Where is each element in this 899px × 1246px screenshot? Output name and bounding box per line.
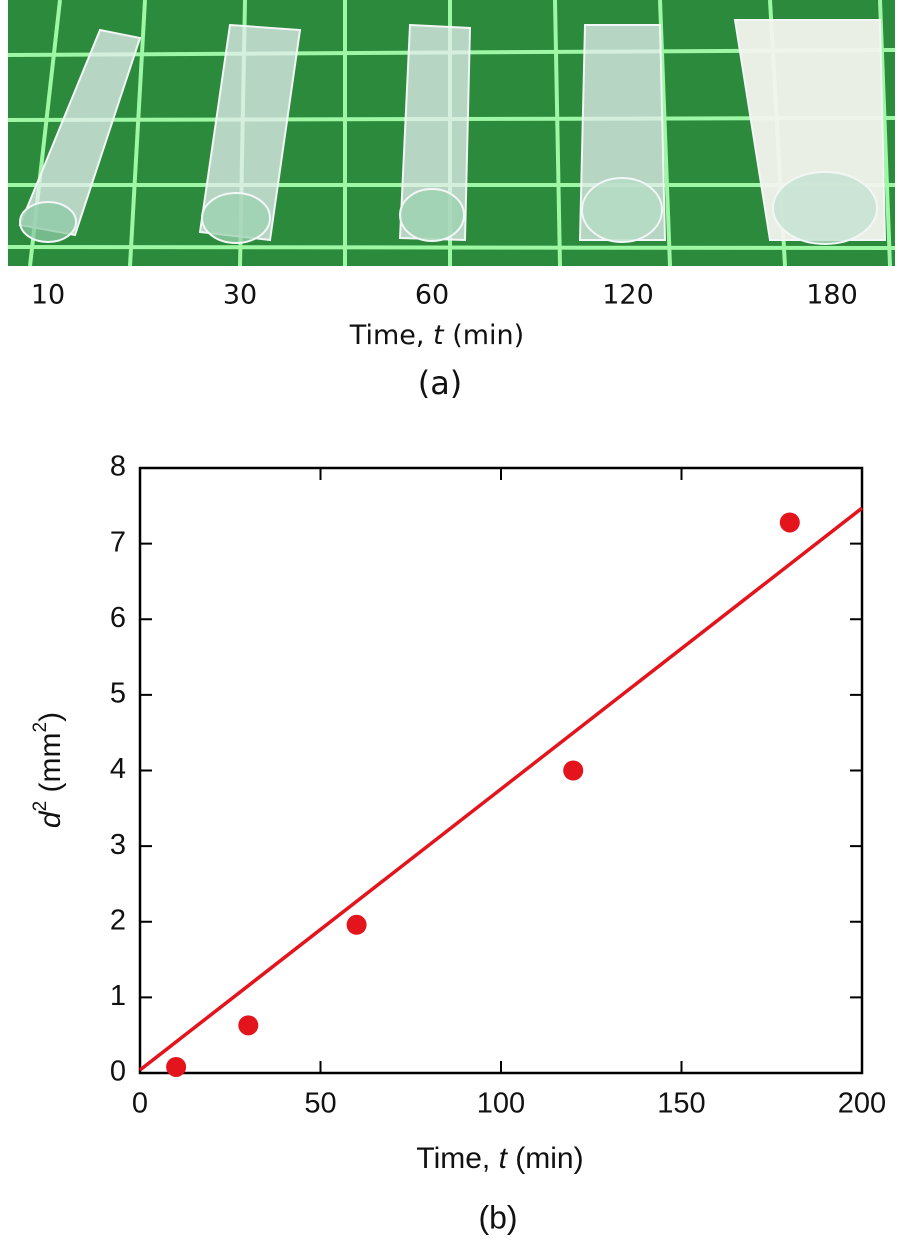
- y-tick-label: 3: [110, 829, 126, 861]
- y-axis-label: d2 (mm2): [30, 712, 67, 828]
- caption-a: (a): [418, 364, 463, 402]
- photo-time-label: 60: [415, 280, 449, 311]
- plot-frame: [138, 466, 864, 1075]
- photo-labels: 10 30 60 120 180: [31, 280, 858, 311]
- label-part: ): [34, 712, 67, 722]
- x-tick-label: 100: [477, 1088, 525, 1120]
- label-part: Time,: [349, 320, 433, 351]
- x-axis-label: Time, t (min): [416, 1142, 583, 1175]
- data-point: [779, 512, 800, 533]
- y-tick-label: 7: [110, 526, 126, 558]
- x-tick-label: 200: [838, 1088, 886, 1120]
- label-part: 2: [30, 722, 51, 733]
- fit-line: [138, 506, 864, 1072]
- data-point: [238, 1015, 259, 1036]
- y-tick-label: 8: [110, 451, 126, 483]
- label-part: Time,: [416, 1142, 498, 1175]
- label-part: (min): [444, 320, 525, 351]
- x-tick-label: 150: [657, 1088, 705, 1120]
- data-point: [346, 914, 367, 935]
- x-tick-label: 0: [132, 1088, 148, 1120]
- label-part: (min): [507, 1142, 584, 1175]
- photo-x-label: Time, t (min): [349, 320, 524, 351]
- y-tick-label: 1: [110, 980, 126, 1012]
- label-part: 2: [30, 801, 51, 812]
- label-part: d: [34, 810, 67, 828]
- label-part: t: [499, 1142, 509, 1175]
- y-tick-label: 2: [110, 904, 126, 936]
- photo-time-label: 30: [223, 280, 257, 311]
- label-part: (mm: [34, 733, 67, 801]
- photo: [7, 0, 896, 267]
- y-tick-label: 6: [110, 602, 126, 634]
- data-point: [563, 760, 584, 781]
- label-part: t: [433, 320, 445, 351]
- data-point: [166, 1056, 187, 1077]
- photo-time-label: 10: [31, 280, 65, 311]
- caption-b: (b): [478, 1199, 517, 1235]
- chart: 0 50 100 150 200 0 1 2 3 4 5 6 7 8: [110, 451, 886, 1120]
- y-tick-label: 4: [110, 753, 126, 785]
- photo-time-label: 120: [602, 280, 654, 311]
- photo-time-label: 180: [806, 280, 858, 311]
- x-tick-label: 50: [304, 1088, 336, 1120]
- y-tick-label: 5: [110, 678, 126, 710]
- y-tick-label: 0: [110, 1056, 126, 1088]
- tubes: [18, 19, 887, 245]
